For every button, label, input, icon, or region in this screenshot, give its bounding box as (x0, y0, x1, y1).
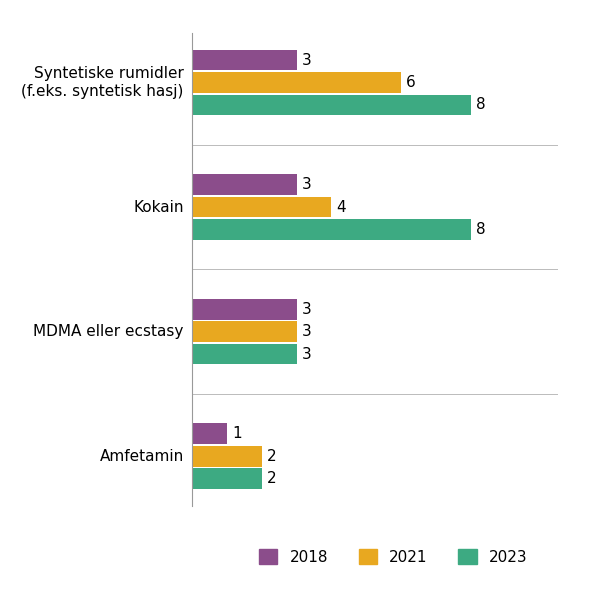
Text: 6: 6 (406, 75, 416, 90)
Text: 8: 8 (476, 222, 486, 237)
Text: 4: 4 (337, 200, 346, 214)
Text: 1: 1 (232, 426, 242, 441)
Bar (192, 468, 262, 489)
Bar (192, 219, 471, 240)
Bar (192, 95, 471, 115)
Text: 3: 3 (302, 324, 311, 339)
Bar (192, 197, 331, 217)
Bar (192, 175, 296, 195)
Legend: 2018, 2021, 2023: 2018, 2021, 2023 (259, 549, 527, 565)
Bar (192, 299, 296, 320)
Bar (192, 72, 401, 93)
Text: 2: 2 (267, 449, 277, 464)
Bar (192, 50, 296, 70)
Text: 3: 3 (302, 53, 311, 67)
Bar (192, 344, 296, 364)
Bar (192, 321, 296, 342)
Text: 2: 2 (267, 471, 277, 486)
Text: 8: 8 (476, 98, 486, 112)
Text: 3: 3 (302, 177, 311, 192)
Text: 3: 3 (302, 302, 311, 317)
Bar (192, 423, 227, 444)
Bar (192, 446, 262, 466)
Text: 3: 3 (302, 346, 311, 362)
